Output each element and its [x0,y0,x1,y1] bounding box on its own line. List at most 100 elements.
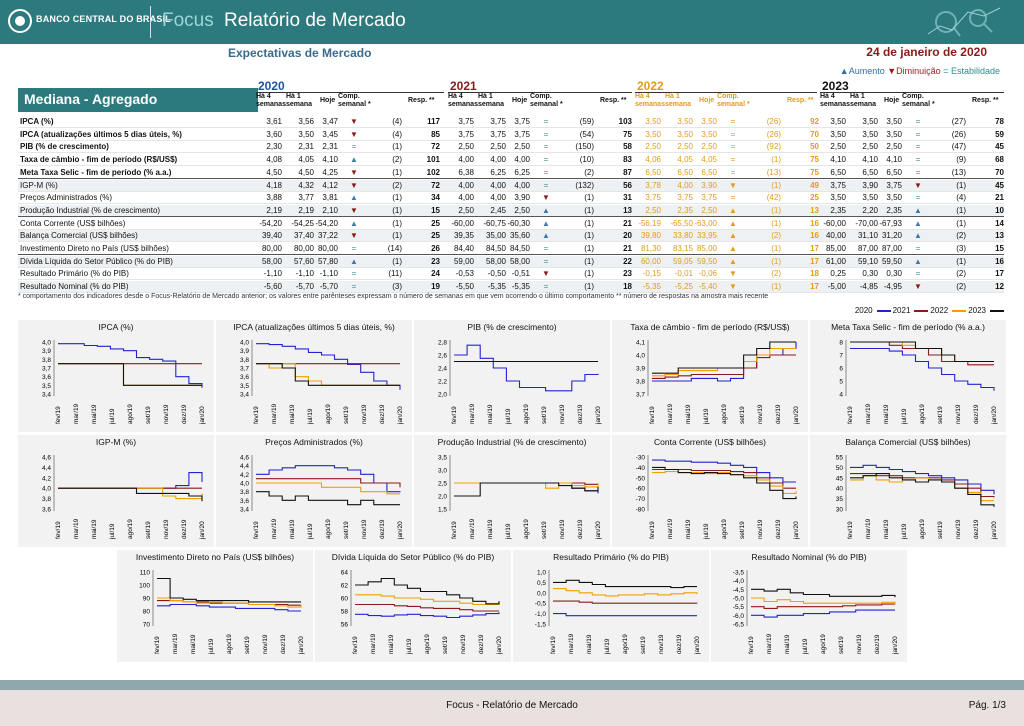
value-4-weeks-ago: 39,40 [261,231,282,241]
value-today: -1,10 [319,269,338,279]
series-line-2023 [256,491,400,506]
y-tick-label: 4,2 [42,475,51,482]
weeks-count: (150) [575,142,594,152]
value-4-weeks-ago: -60,00 [451,218,474,228]
weeks-count: (1) [956,205,966,215]
x-tick-label: dez/19 [577,404,584,424]
col-header-h1: Há 1 semana [286,93,313,108]
x-tick-label: dez/19 [874,634,881,654]
value-4-weeks-ago: 3,75 [458,129,474,139]
x-tick-label: jul/19 [109,408,116,425]
weeks-count: (92) [766,142,781,152]
stable-equals-icon: = [351,142,357,152]
indicator-name: Balança Comercial (US$ bilhões) [20,231,138,241]
increase-arrow-icon: ▲ [729,244,737,253]
chart-svg: 4,03,9 3,8 3,73,6 3,5 3,4 fev/19 mar/19 mai/19 j… [42,340,206,426]
x-tick-label: mar/19 [865,518,872,539]
x-tick-label: jan/20 [892,636,899,655]
series-line-2023 [553,579,697,589]
indicator-name: Resultado Primário (% do PIB) [20,269,129,279]
value-1-week-ago: 4,00 [490,193,506,203]
responses-count: 22 [623,256,632,266]
x-tick-label: mar/19 [73,403,80,424]
col-header-hoje: Hoje [512,97,528,104]
x-tick-label: jan/20 [991,406,998,425]
increase-arrow-icon: ▲ [350,155,358,165]
year-header-3: 2023 Há 4 semanas Há 1 semana Hoje Comp. sem… [820,78,1004,114]
increase-arrow-icon: ▲ [729,218,737,228]
value-today: 4,25 [322,167,338,177]
x-tick-label: dez/19 [379,519,386,539]
legend-stable: = Estabilidade [943,66,1000,76]
table-title-b: Agregado [91,91,158,107]
x-tick-label: nov/19 [955,404,962,424]
weeks-count: (1) [771,282,781,292]
x-tick-label: nov/19 [361,404,368,424]
x-tick-label: ago/19 [622,634,629,654]
chart-title: Meta Taxa Selic - fim de período (% a.a.… [831,322,985,332]
value-today: -54,20 [315,218,338,228]
x-tick-label: fev/19 [748,636,755,654]
chart-panel: Resultado Primário (% do PIB) 1,0 0,5 0,0 -0… [513,550,709,662]
chart-title: Dívida Líquida do Setor Público (% do PI… [331,552,495,562]
series-line-2021 [850,473,995,498]
value-1-week-ago: -60,75 [483,218,506,228]
x-tick-label: set/19 [838,636,845,654]
responses-count: 34 [431,193,440,203]
y-tick-label: -3,5 [733,570,745,577]
x-tick-label: nov/19 [262,634,269,654]
series-line-2020 [850,464,995,495]
responses-count: 18 [623,282,632,292]
year-header-2: 2022 Há 4 semanas Há 1 semana Hoje Comp. sem… [635,78,817,114]
year-label: 2022 [637,79,664,93]
responses-count: 68 [995,155,1004,165]
responses-count: 75 [810,167,819,177]
value-4-weeks-ago: -5,35 [642,282,661,292]
weeks-count: (1) [771,256,781,266]
series-line-2020 [58,472,203,489]
legend-label: 2021 [892,306,911,315]
y-tick-label: 56 [341,622,349,629]
value-today: 3,50 [886,129,902,139]
value-4-weeks-ago: 39,35 [453,231,474,241]
y-tick-label: -6,0 [733,613,745,620]
responses-count: 58 [623,142,632,152]
col-header-h1: Há 1 semana [850,93,877,108]
x-tick-label: ago/19 [523,519,530,539]
value-1-week-ago: 4,05 [298,155,314,165]
value-today: -0,51 [511,269,530,279]
x-tick-label: ago/19 [325,519,332,539]
value-1-week-ago: 3,75 [490,129,506,139]
weeks-count: (2) [771,269,781,279]
stable-equals-icon: = [915,193,921,203]
indicator-name: Produção Industrial (% de crescimento) [20,205,161,215]
value-1-week-ago: 3,75 [677,193,693,203]
y-tick-label: 0,5 [537,580,546,587]
value-today: 4,10 [322,155,338,165]
y-tick-label: 110 [140,570,151,577]
decrease-arrow-icon: ▼ [350,231,358,241]
responses-count: 23 [623,269,632,279]
legend-label: 2020 [854,306,873,315]
chart-panel: Resultado Nominal (% do PIB) -3,5 -4,0 -4,5… [711,550,907,662]
chart-panel: Produção Industrial (% de crescimento) 3,… [414,435,610,547]
y-tick-label: 7 [839,353,843,360]
value-today: -60,30 [507,218,530,228]
series-line-2020 [157,603,301,612]
value-1-week-ago: 2,35 [677,205,693,215]
value-1-week-ago: -5,35 [487,282,506,292]
value-4-weeks-ago: 81,30 [640,244,661,253]
x-tick-label: mar/19 [865,403,872,424]
stable-equals-icon: = [543,282,549,292]
increase-arrow-icon: ▲ [729,256,737,266]
stable-equals-icon: = [543,180,549,190]
col-header-hoje: Hoje [699,97,715,104]
y-tick-label: 2,4 [438,366,447,373]
x-tick-label: dez/19 [775,404,782,424]
x-tick-label: jan/20 [793,406,800,425]
x-tick-label: set/19 [937,521,944,539]
weeks-count: (10) [579,155,594,165]
value-today: 35,60 [509,231,530,241]
chart-title: Resultado Nominal (% do PIB) [751,552,867,562]
